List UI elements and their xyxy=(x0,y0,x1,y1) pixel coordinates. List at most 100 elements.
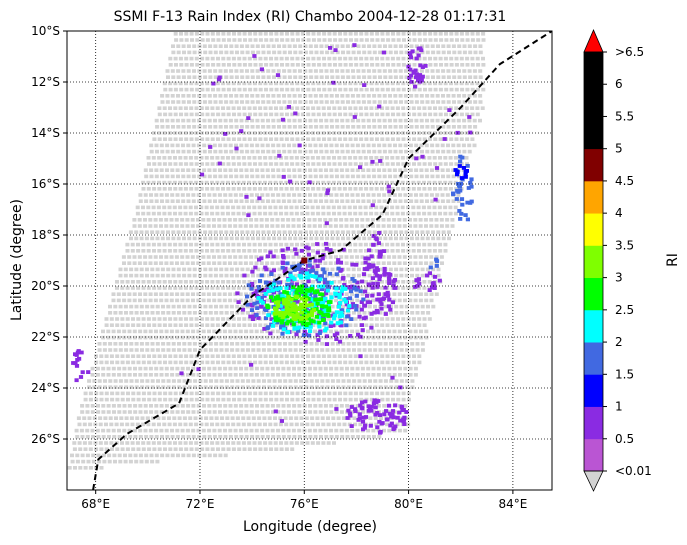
swath-pixel xyxy=(334,298,339,303)
swath-pixel xyxy=(132,428,137,433)
rain-pixel xyxy=(257,196,262,201)
swath-pixel xyxy=(259,224,264,228)
swath-pixel xyxy=(176,69,181,73)
swath-pixel xyxy=(139,342,144,346)
swath-pixel xyxy=(254,255,259,259)
swath-pixel xyxy=(125,360,130,365)
swath-pixel xyxy=(143,255,148,259)
swath-pixel xyxy=(335,236,340,241)
swath-pixel xyxy=(295,187,300,191)
swath-pixel xyxy=(443,249,448,253)
swath-pixel xyxy=(267,342,272,346)
swath-pixel xyxy=(311,249,315,253)
swath-pixel xyxy=(355,298,360,303)
swath-pixel xyxy=(195,87,200,92)
swath-pixel xyxy=(412,38,417,42)
swath-pixel xyxy=(202,404,206,408)
rain-pixel xyxy=(371,281,376,286)
rain-pixel xyxy=(358,165,363,170)
swath-pixel xyxy=(354,63,359,67)
swath-pixel xyxy=(123,453,127,458)
rain-pixel xyxy=(340,285,345,289)
swath-pixel xyxy=(199,205,204,210)
swath-pixel xyxy=(287,118,292,123)
swath-pixel xyxy=(224,304,229,309)
swath-pixel xyxy=(180,329,185,334)
swath-pixel xyxy=(279,106,284,110)
swath-pixel xyxy=(367,44,372,48)
swath-pixel xyxy=(353,354,358,358)
swath-pixel xyxy=(249,410,254,414)
swath-pixel xyxy=(220,249,225,253)
swath-pixel xyxy=(419,329,423,334)
swath-pixel xyxy=(219,348,224,352)
swath-pixel xyxy=(188,156,193,160)
swath-pixel xyxy=(236,280,241,284)
swath-pixel xyxy=(361,69,366,73)
swath-pixel xyxy=(157,187,162,191)
swath-pixel xyxy=(194,249,199,253)
swath-pixel xyxy=(298,100,303,104)
swath-pixel xyxy=(180,366,185,371)
swath-pixel xyxy=(432,211,437,216)
swath-pixel xyxy=(157,286,162,290)
swath-pixel xyxy=(429,292,434,296)
swath-pixel xyxy=(332,32,337,36)
swath-pixel xyxy=(327,112,332,117)
swath-pixel xyxy=(256,75,261,79)
swath-pixel xyxy=(364,137,369,141)
swath-pixel xyxy=(439,218,444,222)
swath-pixel xyxy=(145,342,150,346)
swath-pixel xyxy=(257,416,262,420)
swath-pixel xyxy=(196,218,200,222)
swath-pixel xyxy=(372,435,376,439)
swath-pixel xyxy=(223,366,228,371)
swath-pixel xyxy=(141,397,146,402)
swath-pixel xyxy=(422,137,427,141)
swath-pixel xyxy=(419,94,424,98)
swath-pixel xyxy=(401,280,406,284)
swath-pixel xyxy=(271,94,276,98)
swath-pixel xyxy=(473,125,478,129)
rain-pixel xyxy=(274,295,279,300)
swath-pixel xyxy=(228,292,233,296)
rain-pixel xyxy=(360,279,365,284)
swath-pixel xyxy=(189,249,194,253)
swath-pixel xyxy=(432,156,437,160)
swath-pixel xyxy=(470,106,475,110)
swath-pixel xyxy=(207,410,212,414)
swath-pixel xyxy=(383,385,388,389)
swath-pixel xyxy=(308,125,313,129)
swath-pixel xyxy=(206,298,211,303)
swath-pixel xyxy=(435,174,440,179)
swath-pixel xyxy=(306,360,311,365)
swath-pixel xyxy=(272,273,277,278)
swath-pixel xyxy=(385,187,390,191)
swath-pixel xyxy=(145,348,150,352)
swath-pixel xyxy=(200,56,205,61)
swath-pixel xyxy=(406,180,411,185)
swath-pixel xyxy=(208,149,212,154)
swath-pixel xyxy=(176,75,181,79)
swath-pixel xyxy=(287,199,292,203)
swath-pixel xyxy=(361,94,366,98)
rain-pixel xyxy=(290,275,295,280)
swath-pixel xyxy=(255,410,260,414)
swath-pixel xyxy=(374,187,379,191)
swath-pixel xyxy=(382,373,387,377)
swath-pixel xyxy=(228,193,233,197)
swath-pixel xyxy=(396,360,401,365)
swath-pixel xyxy=(148,292,153,296)
swath-pixel xyxy=(371,298,376,303)
swath-pixel xyxy=(370,63,375,67)
swath-pixel xyxy=(326,211,331,216)
swath-pixel xyxy=(154,453,159,458)
swath-pixel xyxy=(216,32,221,36)
swath-pixel xyxy=(240,236,245,241)
swath-pixel xyxy=(318,373,323,377)
swath-pixel xyxy=(148,373,153,377)
swath-pixel xyxy=(452,100,456,104)
swath-pixel xyxy=(430,125,435,129)
swath-pixel xyxy=(173,137,178,141)
swath-pixel xyxy=(260,168,265,172)
